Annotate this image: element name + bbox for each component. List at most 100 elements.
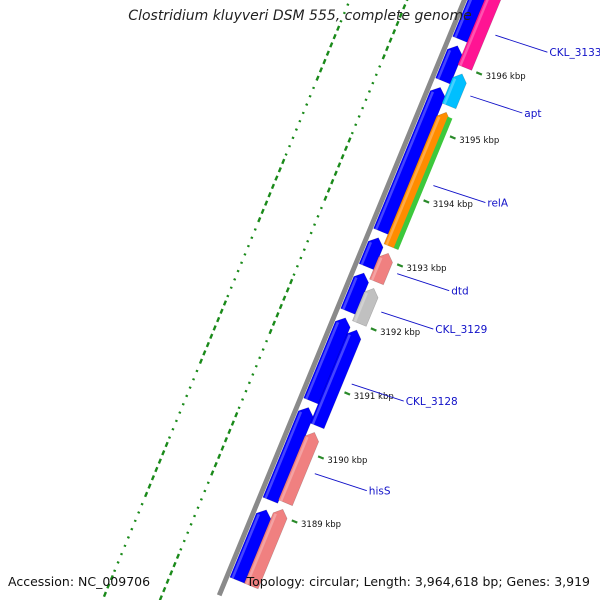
inner-gene-arrow (352, 288, 379, 327)
gc-dot (179, 547, 183, 551)
gc-dot (185, 394, 189, 398)
gc-dot (171, 427, 175, 431)
outer-gene-arrow-shine (264, 411, 303, 499)
gene-label: apt (524, 108, 541, 120)
gc-dot (216, 316, 221, 323)
scale-tick-label: 3190 kbp (327, 456, 367, 466)
gc-dot (313, 223, 317, 227)
gc-dot (222, 300, 228, 306)
inner-gene-arrow-shine (459, 0, 489, 67)
outer-gene-arrow (452, 0, 486, 43)
gc-dot (203, 489, 207, 493)
gc-dot (157, 458, 162, 464)
gc-dot (329, 42, 334, 48)
gene-label: CKL_3133 (549, 47, 600, 59)
gene-label-leader (381, 311, 434, 330)
gc-dot (316, 214, 320, 218)
gc-dot (147, 483, 152, 489)
gc-dot (106, 583, 111, 589)
gc-dot (378, 65, 382, 68)
outer-gene-arrow-shine (437, 49, 452, 80)
gc-dot (212, 325, 217, 331)
outer-strand-genes (229, 0, 486, 584)
outer-gene-arrow-shine (305, 321, 340, 400)
gc-dot (217, 453, 222, 460)
scale-tick (370, 327, 377, 332)
gc-dot (120, 552, 123, 556)
map-title: Clostridium kluyveri DSM 555, complete g… (128, 8, 472, 24)
gc-dot (113, 569, 117, 573)
gc-dot (342, 11, 346, 15)
gc-dot (230, 420, 235, 426)
gc-dot (196, 506, 200, 510)
gc-dot (388, 37, 393, 43)
gc-dot (301, 111, 305, 115)
gc-dot (318, 67, 324, 73)
gc-dot (102, 591, 108, 598)
scale-tick-label: 3194 kbp (433, 200, 473, 210)
gc-dot (337, 162, 342, 168)
gc-dot (257, 216, 262, 223)
outer-gene-arrow (303, 317, 351, 405)
gc-dot (278, 303, 283, 310)
gc-dot (267, 191, 272, 198)
scale-tick (475, 71, 483, 76)
gc-dot (330, 178, 335, 185)
gc-dot (282, 295, 287, 301)
scale-tick (317, 455, 325, 460)
gc-dot (247, 381, 251, 385)
gc-dot (402, 4, 407, 10)
gc-content-dots (101, 0, 409, 600)
gc-dot (240, 261, 244, 265)
scale-ticks: 3189 kbp 3190 kbp 3191 kbp 3192 kbp 3193 kbp… (291, 71, 526, 530)
gc-dot (189, 522, 193, 526)
gc-dot (343, 145, 349, 152)
inner-gene-arrow-shine (311, 334, 351, 425)
gc-dot (223, 436, 229, 443)
gc-dot (154, 466, 159, 473)
gc-dot (285, 287, 290, 293)
gene-label-leader (397, 273, 450, 292)
inner-gene-arrow (441, 73, 467, 110)
gc-dot (143, 491, 149, 498)
scale-tick-label: 3195 kbp (459, 136, 499, 146)
gene-label: dtd (451, 286, 468, 298)
gc-dot (199, 498, 203, 501)
gc-dot (332, 33, 337, 40)
gc-dot (186, 531, 190, 535)
gc-dot (354, 123, 358, 127)
gc-dot (195, 369, 199, 373)
gc-dot (158, 595, 163, 600)
gc-dot (161, 450, 166, 456)
gc-dot (323, 195, 328, 202)
gene-label: relA (487, 198, 508, 210)
gc-dot (309, 231, 313, 235)
scale-tick-label: 3196 kbp (486, 72, 526, 82)
gene-label: CKL_3129 (435, 324, 487, 336)
gc-dot (264, 200, 269, 206)
accession-info: Accession: NC_009706 (8, 574, 151, 589)
outer-gene-arrow-shine (375, 91, 434, 230)
inner-gene-stripe (393, 116, 453, 250)
gc-dot (227, 428, 232, 435)
inner-gene-arrow-shine (279, 436, 309, 502)
gc-dot (398, 12, 403, 18)
gc-dot (357, 115, 361, 118)
gc-dot (395, 20, 400, 27)
gc-dot (234, 411, 239, 418)
gc-dot (361, 106, 365, 110)
gc-dot (198, 358, 204, 365)
gc-dot (130, 527, 134, 531)
gc-dot (274, 175, 279, 181)
gene-label-leader (433, 185, 486, 204)
gc-dot (116, 561, 120, 564)
scale-tick-label: 3189 kbp (301, 520, 341, 530)
inner-gene-arrow-shine (245, 513, 277, 585)
gc-dot (281, 158, 286, 165)
gene-label-leader (470, 95, 523, 114)
gc-dot (306, 239, 310, 243)
outer-gene-arrow-shine (342, 277, 358, 310)
gc-dot (291, 136, 295, 140)
gc-dot (253, 228, 257, 231)
gc-dot (162, 586, 167, 593)
